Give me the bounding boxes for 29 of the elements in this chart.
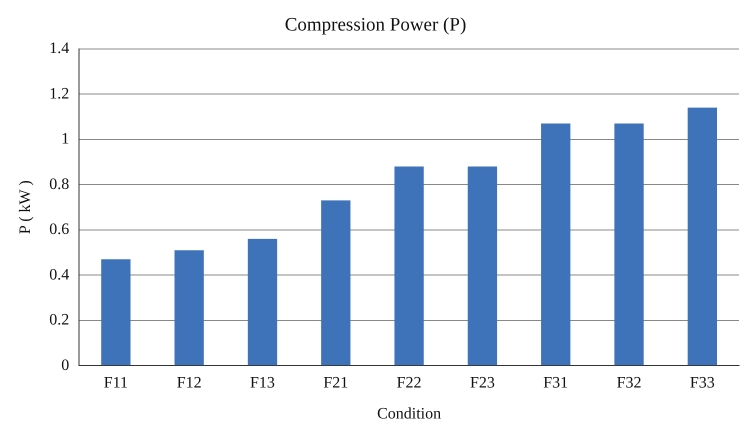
- y-tick-label: 0.8: [49, 176, 70, 193]
- x-tick-label: F13: [250, 374, 275, 392]
- x-tick-label: F12: [176, 374, 202, 392]
- x-tick-label: F11: [104, 374, 128, 392]
- y-tick-label: 0.4: [49, 266, 70, 284]
- chart-title: Compression Power (P): [284, 14, 466, 36]
- bar: [541, 123, 570, 366]
- y-tick-label: 1: [61, 130, 70, 148]
- x-tick-label: F32: [616, 374, 642, 392]
- y-tick-label: 0.6: [49, 221, 70, 238]
- bar: [101, 259, 131, 366]
- bar: [174, 250, 204, 366]
- x-tick-label: F23: [470, 374, 495, 392]
- x-tick-label: F33: [690, 374, 715, 392]
- x-tick-label: F21: [323, 374, 348, 392]
- y-tick-label: 1.4: [49, 40, 70, 58]
- bar: [468, 166, 498, 366]
- y-tick-label: 0.2: [49, 312, 70, 329]
- bar: [614, 123, 644, 366]
- x-axis-title: Condition: [377, 406, 442, 423]
- bar: [248, 238, 278, 366]
- bar: [688, 108, 718, 366]
- bar: [394, 166, 424, 366]
- y-tick-label: 0: [61, 356, 70, 374]
- bar: [321, 200, 350, 366]
- y-axis-title: P ( kW ): [16, 180, 34, 234]
- x-tick-label: F31: [543, 374, 568, 392]
- y-tick-label: 1.2: [49, 85, 70, 102]
- x-tick-label: F22: [396, 374, 422, 392]
